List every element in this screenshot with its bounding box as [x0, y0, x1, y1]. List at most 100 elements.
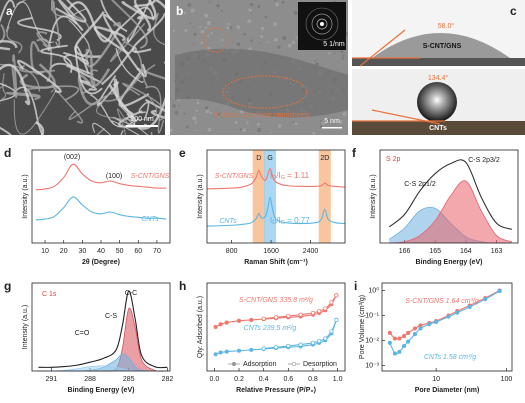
x-tick-label: 165	[429, 248, 441, 255]
grain	[248, 47, 252, 51]
sem-fibers	[0, 0, 165, 135]
grain	[242, 128, 247, 132]
grain	[216, 3, 220, 8]
grain	[210, 32, 213, 35]
series-line	[38, 290, 168, 369]
fiber	[150, 109, 165, 120]
grain	[294, 122, 298, 125]
tangent	[359, 29, 406, 67]
grain	[229, 26, 233, 30]
x-tick-label: 164	[460, 248, 472, 255]
data-point	[310, 310, 316, 315]
y-tick-label: 10⁻²	[365, 337, 379, 344]
data-point	[286, 313, 291, 319]
fiber	[0, 40, 18, 51]
x-axis-label: Binding Energy (eV)	[416, 259, 483, 266]
x-tick-label: 282	[162, 376, 174, 383]
data-point	[236, 318, 242, 323]
series-label: CNTs	[219, 218, 237, 225]
inset-scale-label: 5 1/nm	[323, 41, 345, 48]
x-tick-label: 800	[226, 248, 238, 255]
grain	[312, 131, 316, 135]
data-point	[329, 329, 334, 334]
grain	[231, 42, 233, 44]
grain	[264, 15, 268, 19]
grain	[205, 109, 210, 114]
grain	[340, 50, 344, 54]
series-line	[206, 168, 346, 190]
data-point	[317, 339, 322, 344]
annotation: (002)	[64, 154, 80, 161]
grain	[227, 22, 230, 26]
data-point	[406, 339, 411, 344]
grain	[234, 120, 238, 125]
y-tick-label: 10⁻³	[365, 362, 379, 369]
x-axis-label: Binding Energy (eV)	[68, 387, 135, 394]
tem-sheet	[175, 48, 348, 118]
ratio-part: I	[270, 216, 272, 225]
fiber	[12, 86, 44, 135]
data-point	[397, 349, 402, 354]
fiber	[116, 108, 129, 135]
data-point	[310, 340, 316, 345]
y-axis-label: Pore Volume (cm³/g)	[359, 295, 366, 359]
grain	[183, 112, 186, 115]
grain	[193, 43, 195, 45]
x-axis-label: Relative Pressure (P/P₀)	[236, 387, 316, 394]
data-point	[406, 330, 411, 336]
grain	[196, 101, 200, 105]
x-tick-label: 288	[84, 376, 96, 383]
grain	[327, 52, 331, 55]
y-axis-label: Intensity (a.u.)	[22, 305, 29, 349]
grain	[190, 8, 195, 13]
data-point	[387, 330, 392, 336]
data-point	[236, 348, 242, 353]
x-tick-label: 30	[78, 248, 86, 255]
substrate	[352, 58, 525, 66]
series-label: S-CNT/GNS	[131, 173, 170, 180]
grain	[256, 122, 260, 127]
data-point	[483, 297, 488, 302]
saed-center	[320, 22, 324, 26]
fiber	[121, 82, 165, 122]
saed-ring	[311, 13, 333, 35]
fiber	[103, 14, 147, 78]
fiber	[79, 79, 98, 91]
plot-frame	[379, 149, 519, 244]
fiber	[55, 0, 87, 23]
grain	[207, 34, 210, 37]
grain	[194, 121, 197, 124]
fiber	[113, 78, 134, 116]
fiber	[115, 48, 144, 83]
grain	[195, 109, 199, 112]
data-point	[387, 340, 392, 345]
scale-label: 5 nm	[324, 118, 340, 125]
data-point	[434, 319, 439, 325]
droplet	[417, 82, 457, 122]
grain	[185, 125, 189, 129]
grain	[209, 111, 213, 115]
droplet	[372, 33, 510, 58]
grain	[273, 0, 277, 2]
ratio-part: G	[281, 175, 285, 181]
fiber	[0, 63, 41, 92]
peak-label: C-C	[125, 290, 137, 297]
data-point	[329, 300, 334, 305]
peak-label: C-S	[105, 313, 117, 320]
x-tick-label: 166	[399, 248, 411, 255]
fiber	[13, 87, 57, 135]
panel-letter: a	[6, 4, 13, 18]
data-point	[467, 304, 472, 309]
grain	[292, 124, 294, 126]
grain	[273, 21, 277, 26]
annotation: S-CNT/GNS 1.64 cm³/g	[405, 298, 479, 305]
grain	[221, 38, 224, 42]
series-line	[35, 163, 167, 191]
y-tick-label: 10⁰	[368, 286, 379, 294]
data-point	[218, 322, 223, 327]
plot-frame	[31, 149, 171, 244]
series-label: CNTs	[141, 216, 159, 223]
grain	[260, 34, 264, 39]
series-line	[388, 159, 513, 230]
